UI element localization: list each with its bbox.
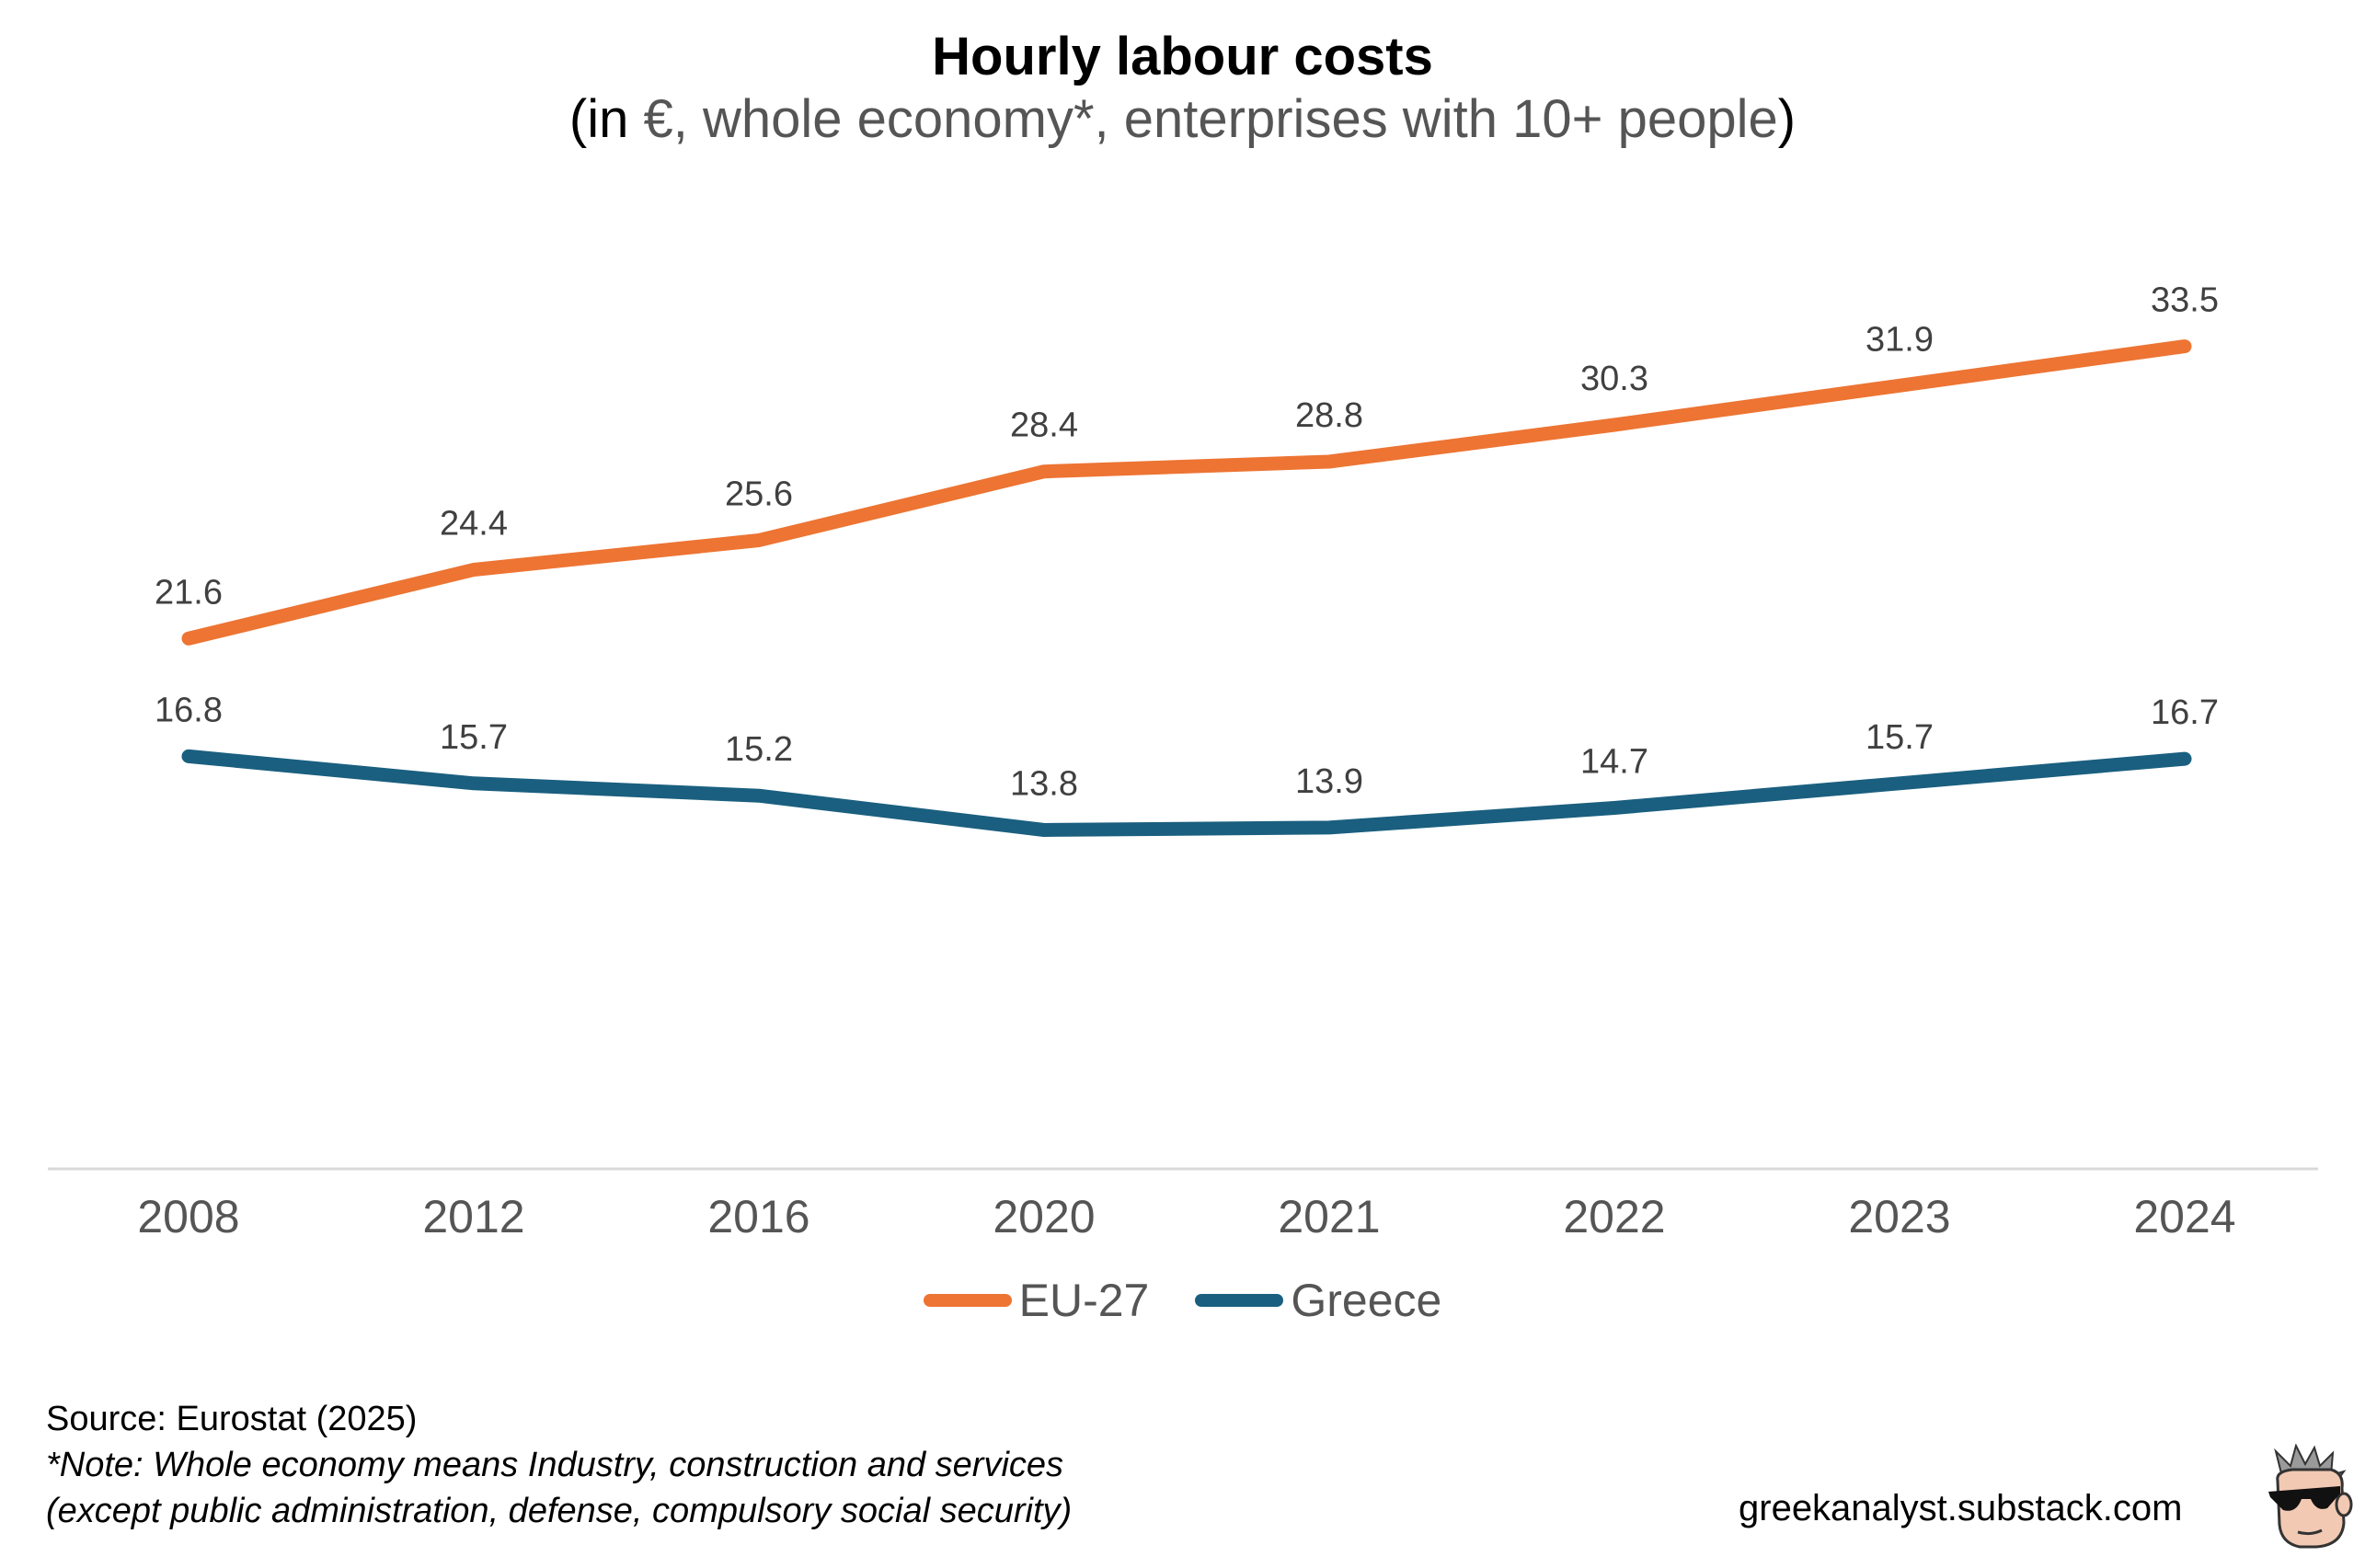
x-tick-label-2022: 2022 bbox=[1563, 1191, 1665, 1242]
x-tick-label-2016: 2016 bbox=[707, 1191, 809, 1242]
legend-swatch-greece bbox=[1195, 1294, 1284, 1307]
data-label-eu-2021: 28.8 bbox=[1295, 396, 1363, 435]
subtitle-middle: €, whole economy*, enterprises with 10+ … bbox=[643, 89, 1778, 149]
data-label-greece-2023: 15.7 bbox=[1866, 718, 1934, 757]
data-label-greece-2012: 15.7 bbox=[440, 718, 508, 757]
data-point-eu-2021 bbox=[1323, 455, 1336, 468]
data-label-eu-2024: 33.5 bbox=[2151, 281, 2219, 320]
data-label-greece-2021: 13.9 bbox=[1295, 762, 1363, 801]
data-point-greece-2016 bbox=[752, 789, 765, 803]
legend-entry-eu: EU-27 bbox=[923, 1274, 1150, 1327]
data-label-eu-2022: 30.3 bbox=[1580, 360, 1648, 398]
data-point-greece-2024 bbox=[2178, 752, 2191, 766]
data-label-greece-2016: 15.2 bbox=[725, 730, 793, 769]
data-label-greece-2008: 16.8 bbox=[155, 691, 223, 729]
cartoon-face-sunglasses-icon bbox=[2268, 1444, 2353, 1549]
website-label: greekanalyst.substack.com bbox=[1739, 1488, 2183, 1528]
data-label-eu-2016: 25.6 bbox=[725, 475, 793, 514]
x-tick-label-2012: 2012 bbox=[422, 1191, 524, 1242]
x-tick-label-2008: 2008 bbox=[137, 1191, 239, 1242]
data-point-eu-2022 bbox=[1608, 418, 1621, 431]
data-point-eu-2016 bbox=[752, 533, 765, 547]
x-tick-label-2024: 2024 bbox=[2133, 1191, 2235, 1242]
chart-subtitle: (in €, whole economy*, enterprises with … bbox=[0, 88, 2365, 150]
series-line-greece bbox=[181, 749, 2192, 837]
x-tick-label-2020: 2020 bbox=[993, 1191, 1095, 1242]
data-label-eu-2012: 24.4 bbox=[440, 505, 508, 544]
data-point-eu-2012 bbox=[467, 563, 480, 577]
source-note: Source: Eurostat (2025) bbox=[46, 1400, 418, 1438]
subtitle-close: ) bbox=[1777, 89, 1797, 149]
data-label-eu-2020: 28.4 bbox=[1010, 406, 1078, 445]
subtitle-open: (in bbox=[568, 89, 644, 149]
data-point-eu-2024 bbox=[2178, 339, 2191, 353]
legend-entry-greece: Greece bbox=[1195, 1274, 1441, 1327]
legend-label-eu: EU-27 bbox=[1018, 1275, 1150, 1326]
data-label-greece-2022: 14.7 bbox=[1580, 743, 1648, 782]
data-point-eu-2023 bbox=[1893, 379, 1906, 393]
legend: EU-27 Greece bbox=[0, 1274, 2365, 1327]
data-point-greece-2021 bbox=[1323, 820, 1336, 834]
x-tick-label-2021: 2021 bbox=[1278, 1191, 1380, 1242]
data-label-greece-2020: 13.8 bbox=[1010, 765, 1078, 804]
chart-title: Hourly labour costs bbox=[932, 27, 1433, 86]
chart-marks: 2008 2012 2016 2020 2021 2022 2023 2024 21.6 24.4… bbox=[137, 281, 2235, 1242]
data-point-greece-2008 bbox=[182, 750, 195, 763]
data-point-greece-2022 bbox=[1608, 801, 1621, 815]
data-point-greece-2023 bbox=[1893, 776, 1906, 790]
footnote-line-1: *Note: Whole economy means Industry, con… bbox=[46, 1446, 1064, 1484]
footnote-line-2: (except public administration, defense, … bbox=[46, 1492, 1073, 1530]
data-label-greece-2024: 16.7 bbox=[2151, 693, 2219, 732]
data-point-greece-2020 bbox=[1038, 823, 1050, 837]
legend-label-greece: Greece bbox=[1291, 1275, 1442, 1326]
data-point-greece-2012 bbox=[467, 776, 480, 790]
data-point-eu-2008 bbox=[182, 632, 195, 646]
line-chart: 2008 2012 2016 2020 2021 2022 2023 2024 21.6 24.4… bbox=[48, 281, 2318, 1242]
data-point-eu-2020 bbox=[1038, 464, 1050, 478]
legend-swatch-eu bbox=[923, 1294, 1012, 1307]
x-tick-label-2023: 2023 bbox=[1848, 1191, 1950, 1242]
series-line-eu bbox=[181, 339, 2192, 646]
data-label-eu-2008: 21.6 bbox=[155, 573, 223, 612]
data-label-eu-2023: 31.9 bbox=[1866, 320, 1934, 359]
